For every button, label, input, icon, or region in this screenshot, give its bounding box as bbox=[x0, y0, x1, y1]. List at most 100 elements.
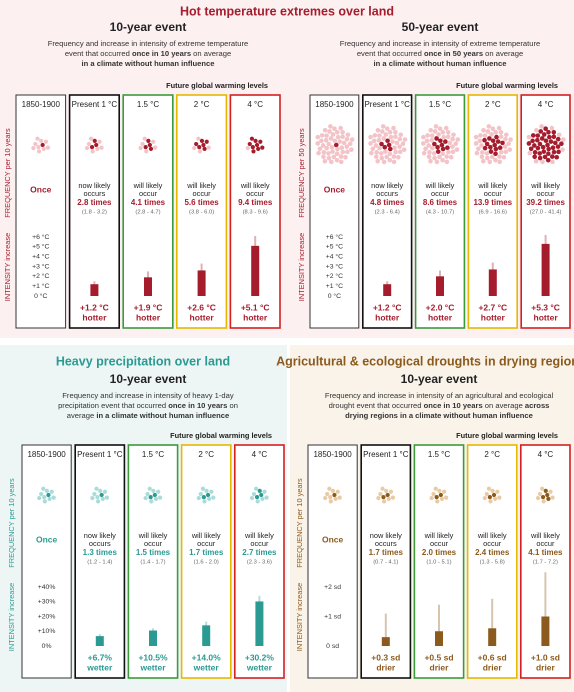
description: Frequency and increase in intensity of e… bbox=[340, 39, 541, 48]
event-dot bbox=[495, 489, 500, 494]
event-dot bbox=[197, 145, 202, 150]
event-dot bbox=[443, 139, 448, 144]
event-dot bbox=[397, 149, 403, 155]
event-dot bbox=[387, 146, 393, 152]
dot-cluster bbox=[421, 124, 461, 165]
y-tick-label: 0 sd bbox=[326, 643, 339, 650]
event-dot bbox=[378, 491, 383, 497]
value-word: wetter bbox=[246, 662, 273, 672]
event-dot bbox=[545, 157, 551, 163]
event-dot bbox=[46, 492, 51, 498]
event-dot bbox=[384, 126, 390, 131]
y-tick-label: +1 °C bbox=[326, 282, 343, 290]
frequency-text: occur bbox=[193, 189, 212, 198]
frequency-times: 13.9 times bbox=[473, 198, 512, 207]
event-dot bbox=[373, 143, 379, 148]
event-dot bbox=[251, 149, 256, 154]
event-dot bbox=[541, 499, 546, 504]
event-dot bbox=[445, 134, 451, 140]
dot-cluster bbox=[473, 124, 513, 165]
description: drying regions in a climate without huma… bbox=[345, 411, 533, 420]
description-text: on bbox=[227, 401, 238, 410]
event-dot bbox=[537, 151, 542, 156]
description: event that occurred once in 10 years on … bbox=[65, 49, 231, 58]
description: drought event that occurred once in 10 y… bbox=[329, 401, 550, 410]
event-dot bbox=[489, 132, 494, 137]
frequency-times: 2.7 times bbox=[242, 548, 277, 557]
frequency-times: 2.8 times bbox=[77, 198, 112, 207]
event-dot bbox=[90, 495, 95, 501]
axis-label: FREQUENCY per 10 years bbox=[3, 128, 12, 218]
bar bbox=[436, 276, 444, 296]
event-dot bbox=[535, 133, 541, 138]
column-header: Present 1 °C bbox=[72, 100, 118, 109]
dot-cluster bbox=[31, 136, 51, 154]
y-tick-label: +4 °C bbox=[326, 252, 343, 260]
dot-cluster bbox=[429, 486, 449, 504]
event-dot bbox=[388, 489, 394, 494]
event-dot bbox=[498, 134, 504, 140]
event-dot bbox=[345, 132, 351, 138]
column-header: 1.5 °C bbox=[142, 450, 165, 459]
event-dot bbox=[497, 495, 502, 500]
section-title: Hot temperature extremes over land bbox=[180, 4, 394, 18]
event-dot bbox=[435, 149, 441, 154]
event-dot bbox=[328, 495, 333, 500]
event-dot bbox=[31, 145, 36, 151]
event-dot bbox=[426, 154, 432, 160]
event-dot bbox=[491, 492, 497, 498]
event-dot bbox=[369, 150, 374, 156]
frequency-text: occur bbox=[197, 539, 216, 548]
annotation: Future global warming levels bbox=[456, 81, 558, 90]
event-dot bbox=[552, 140, 558, 146]
column-header: 2 °C bbox=[194, 100, 210, 109]
event-dot bbox=[493, 157, 498, 163]
event-dot bbox=[538, 129, 544, 134]
event-dot bbox=[390, 495, 396, 500]
bar bbox=[541, 243, 550, 296]
event-dot bbox=[535, 495, 541, 501]
frequency-range: (1.0 - 5.1) bbox=[426, 560, 451, 566]
frequency-range: (2.3 - 6.4) bbox=[375, 210, 400, 216]
frequency-text: occurs bbox=[89, 539, 111, 548]
frequency-text: will likely bbox=[530, 181, 560, 190]
event-dot bbox=[448, 154, 454, 160]
event-dot bbox=[319, 133, 325, 138]
description-text: once in 10 years bbox=[424, 401, 483, 410]
event-dot bbox=[497, 145, 503, 151]
event-dot bbox=[344, 136, 350, 142]
event-dot bbox=[387, 157, 393, 163]
frequency-text: will likely bbox=[244, 531, 274, 540]
event-dot bbox=[148, 146, 154, 151]
event-dot bbox=[507, 147, 513, 152]
event-dot bbox=[546, 146, 551, 152]
event-dot bbox=[434, 136, 439, 141]
y-tick-label: +30% bbox=[38, 599, 56, 606]
event-dot bbox=[151, 488, 156, 494]
column-header: 1850-1900 bbox=[313, 450, 352, 459]
event-dot bbox=[253, 138, 258, 144]
frequency-range: (1.8 - 3.2) bbox=[82, 210, 107, 216]
event-dot bbox=[334, 157, 340, 163]
event-dot bbox=[343, 154, 348, 160]
event-dot bbox=[429, 133, 435, 138]
event-dot bbox=[444, 495, 449, 500]
description-text: on average bbox=[483, 401, 525, 410]
event-dot bbox=[390, 139, 395, 144]
dot-cluster bbox=[482, 486, 502, 504]
frequency-text: will likely bbox=[191, 531, 221, 540]
value-word: drier bbox=[483, 662, 503, 672]
value-label: +1.9 °C bbox=[134, 302, 163, 312]
event-dot bbox=[393, 129, 398, 135]
event-dot bbox=[385, 138, 390, 144]
panel-title: 50-year event bbox=[402, 20, 479, 34]
event-dot bbox=[423, 146, 428, 152]
value-label: +1.2 °C bbox=[80, 302, 109, 312]
event-dot bbox=[550, 145, 556, 151]
event-dot bbox=[493, 146, 499, 152]
event-dot bbox=[500, 140, 505, 146]
event-dot bbox=[321, 154, 326, 160]
event-dot bbox=[493, 496, 498, 501]
bar bbox=[149, 630, 157, 646]
column-header: Present 1 °C bbox=[363, 450, 409, 459]
